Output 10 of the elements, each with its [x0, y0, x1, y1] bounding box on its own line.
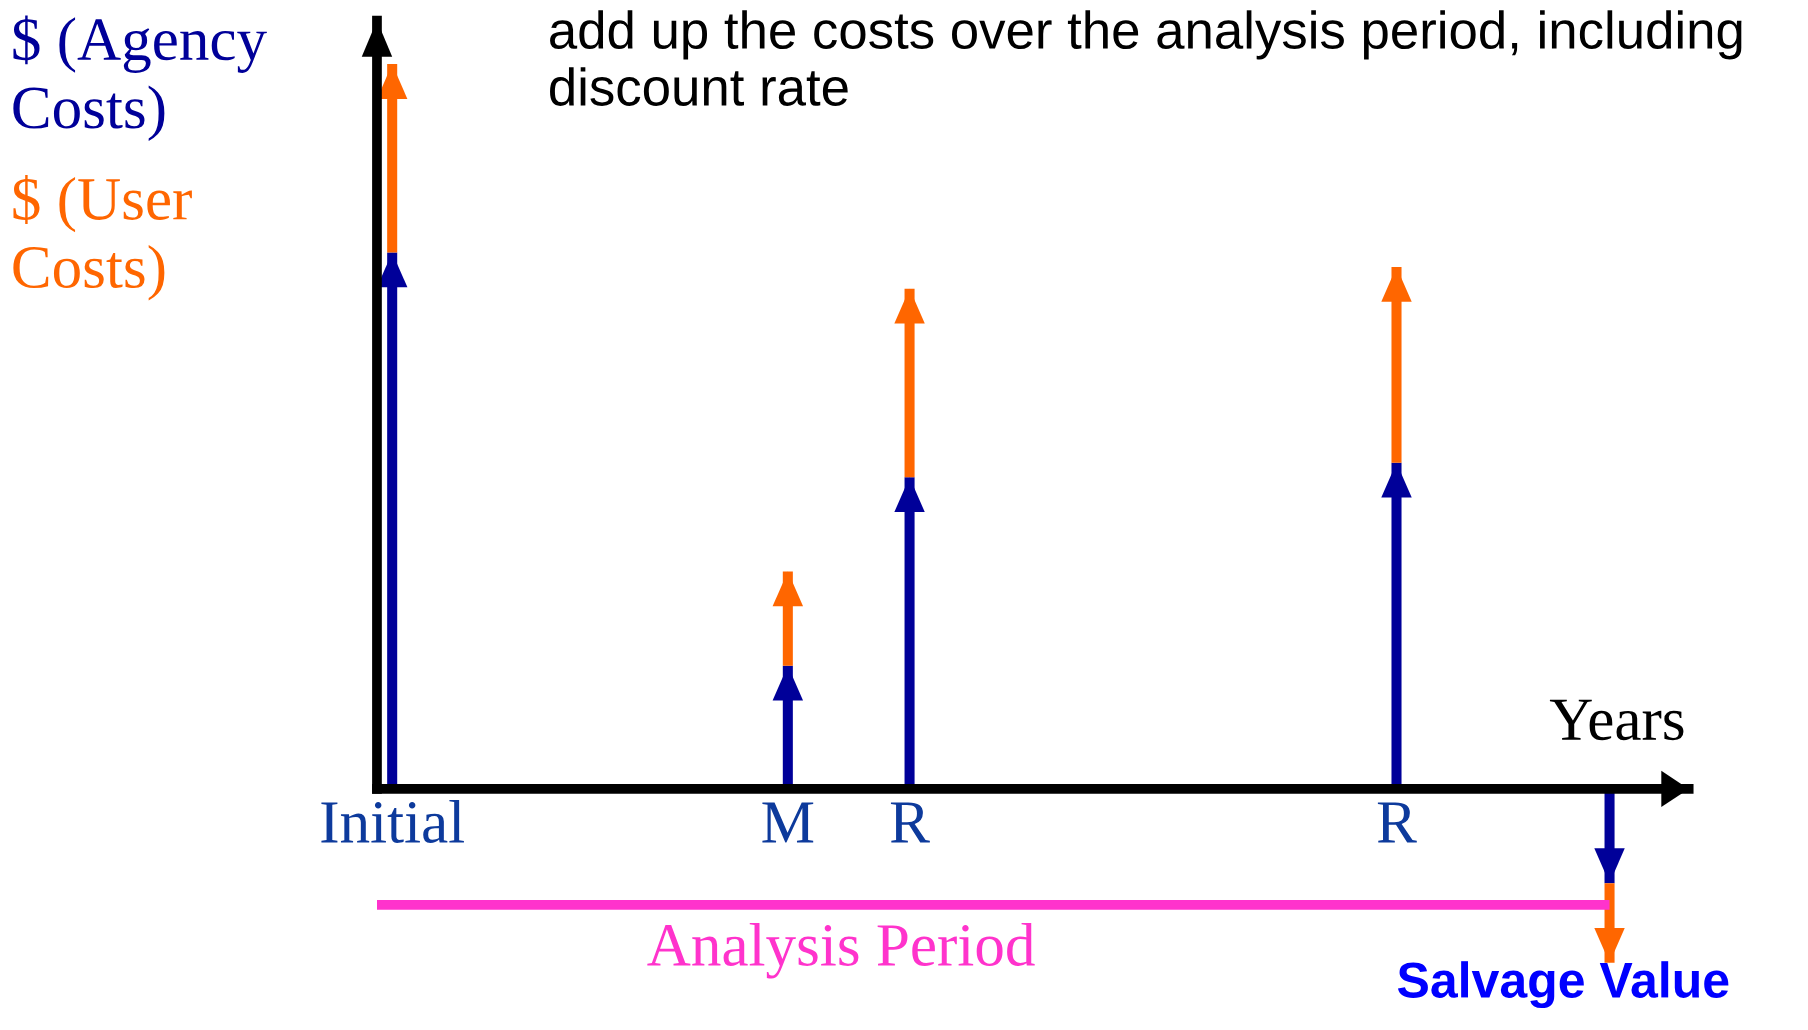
ref-line-label: Analysis Period [647, 922, 1035, 979]
chart-title: add up the costs over the analysis period, including discount rate [550, 10, 1742, 106]
annotation: Salvage Value [1397, 961, 1729, 1009]
x-tick-label: R [1377, 802, 1417, 843]
text: $ (Agency Costs) [13, 15, 267, 142]
x-tick-label: R [890, 802, 930, 843]
x-tick-label: Initial [321, 800, 464, 844]
text: $ (User Costs) [13, 175, 192, 301]
x-tick-label: M [762, 802, 814, 843]
x-axis-title: Years [1549, 699, 1684, 741]
